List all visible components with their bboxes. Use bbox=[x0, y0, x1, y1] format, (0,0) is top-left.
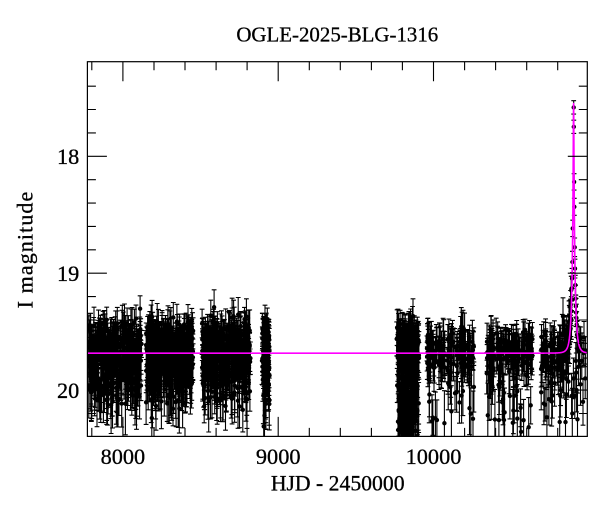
svg-text:I magnitude: I magnitude bbox=[13, 191, 38, 309]
svg-text:19: 19 bbox=[57, 261, 79, 286]
svg-text:10000: 10000 bbox=[406, 444, 462, 469]
svg-text:HJD - 2450000: HJD - 2450000 bbox=[271, 472, 405, 496]
svg-text:18: 18 bbox=[57, 144, 79, 169]
svg-text:8000: 8000 bbox=[101, 444, 146, 469]
svg-text:OGLE-2025-BLG-1316: OGLE-2025-BLG-1316 bbox=[236, 23, 438, 47]
svg-text:20: 20 bbox=[57, 378, 79, 403]
svg-text:9000: 9000 bbox=[256, 444, 301, 469]
